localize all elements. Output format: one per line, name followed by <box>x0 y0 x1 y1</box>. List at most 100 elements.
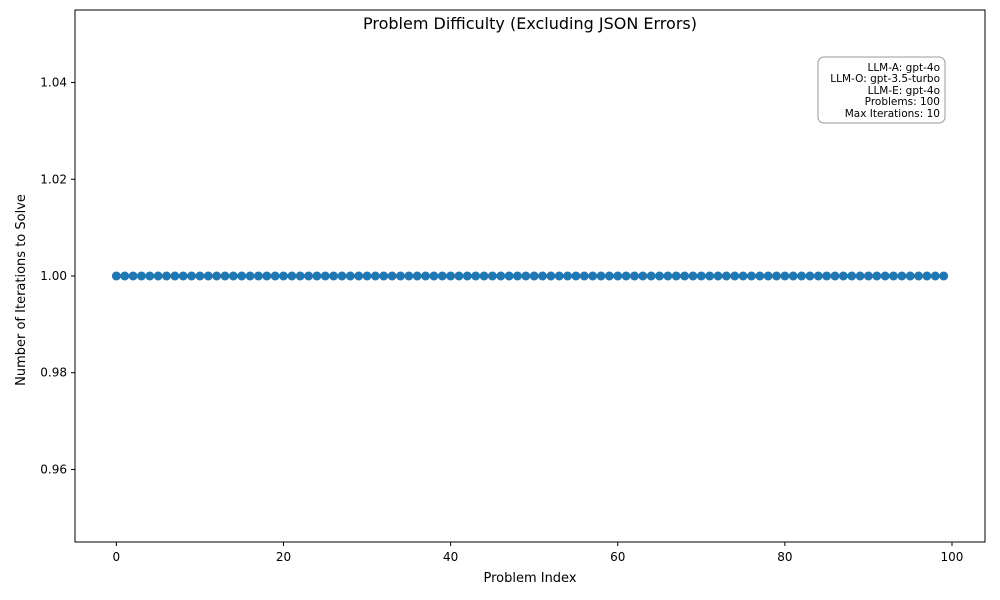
data-point <box>646 271 656 281</box>
x-tick-label: 100 <box>941 550 964 564</box>
data-point <box>512 271 522 281</box>
y-tick-label: 1.02 <box>40 172 67 186</box>
data-point <box>588 271 598 281</box>
y-tick-label: 0.96 <box>40 462 67 476</box>
data-point <box>412 271 422 281</box>
data-point <box>337 271 347 281</box>
y-axis-label: Number of Iterations to Solve <box>14 194 29 386</box>
x-tick-label: 0 <box>113 550 121 564</box>
data-point <box>563 271 573 281</box>
data-point <box>262 271 272 281</box>
data-point <box>788 271 798 281</box>
data-point <box>145 271 155 281</box>
data-point <box>621 271 631 281</box>
data-point <box>713 271 723 281</box>
data-point <box>471 271 481 281</box>
data-point <box>663 271 673 281</box>
y-tick-label: 1.00 <box>40 269 67 283</box>
x-tick-label: 80 <box>777 550 792 564</box>
data-point <box>922 271 932 281</box>
chart-title: Problem Difficulty (Excluding JSON Error… <box>363 14 697 33</box>
data-point <box>680 271 690 281</box>
info-line-problems: Problems: 100 <box>865 96 940 108</box>
data-point <box>454 271 464 281</box>
y-tick-label: 1.04 <box>40 76 67 90</box>
data-point <box>797 271 807 281</box>
data-point <box>237 271 247 281</box>
x-axis-ticks: 0 20 40 60 80 100 <box>113 542 964 564</box>
data-point <box>120 271 130 281</box>
info-box-frame <box>817 56 946 124</box>
data-point <box>429 271 439 281</box>
data-point <box>270 271 280 281</box>
data-point <box>772 271 782 281</box>
data-point <box>295 271 305 281</box>
data-point <box>287 271 297 281</box>
data-point <box>312 271 322 281</box>
x-tick-label: 40 <box>443 550 458 564</box>
data-point <box>203 271 213 281</box>
data-point <box>437 271 447 281</box>
data-point <box>730 271 740 281</box>
data-point <box>755 271 765 281</box>
data-point <box>579 271 589 281</box>
data-point <box>838 271 848 281</box>
data-point <box>253 271 263 281</box>
data-point <box>721 271 731 281</box>
data-point <box>629 271 639 281</box>
data-point <box>746 271 756 281</box>
data-point <box>813 271 823 281</box>
data-point <box>362 271 372 281</box>
data-point <box>596 271 606 281</box>
data-point <box>604 271 614 281</box>
data-point <box>245 271 255 281</box>
data-point <box>228 271 238 281</box>
data-point <box>111 271 121 281</box>
data-point <box>705 271 715 281</box>
data-point <box>220 271 230 281</box>
data-point <box>496 271 506 281</box>
data-point <box>638 271 648 281</box>
data-point <box>538 271 548 281</box>
data-point <box>212 271 222 281</box>
data-point <box>387 271 397 281</box>
data-point <box>504 271 514 281</box>
data-point <box>763 271 773 281</box>
data-point <box>863 271 873 281</box>
data-points <box>111 271 949 281</box>
data-point <box>914 271 924 281</box>
data-point <box>162 271 171 281</box>
data-point <box>805 271 815 281</box>
data-point <box>554 271 564 281</box>
info-box: LLM-A: gpt-4o LLM-O: gpt-3.5-turbo LLM-E… <box>817 56 946 124</box>
data-point <box>939 271 949 281</box>
data-point <box>529 271 539 281</box>
data-point <box>571 271 581 281</box>
data-point <box>153 271 163 281</box>
data-point <box>479 271 489 281</box>
data-point <box>421 271 431 281</box>
data-point <box>521 271 531 281</box>
data-point <box>822 271 832 281</box>
data-point <box>320 271 330 281</box>
data-point <box>345 271 355 281</box>
data-point <box>487 271 497 281</box>
data-point <box>880 271 890 281</box>
data-point <box>195 271 205 281</box>
data-point <box>855 271 865 281</box>
data-point <box>696 271 706 281</box>
data-point <box>329 271 339 281</box>
info-line-max-iterations: Max Iterations: 10 <box>845 108 940 120</box>
data-point <box>379 271 389 281</box>
data-point <box>889 271 898 281</box>
data-point <box>446 271 456 281</box>
data-point <box>128 271 138 281</box>
data-point <box>136 271 146 281</box>
data-point <box>830 271 840 281</box>
data-point <box>738 271 748 281</box>
data-point <box>613 271 623 281</box>
data-point <box>897 271 907 281</box>
data-point <box>395 271 405 281</box>
